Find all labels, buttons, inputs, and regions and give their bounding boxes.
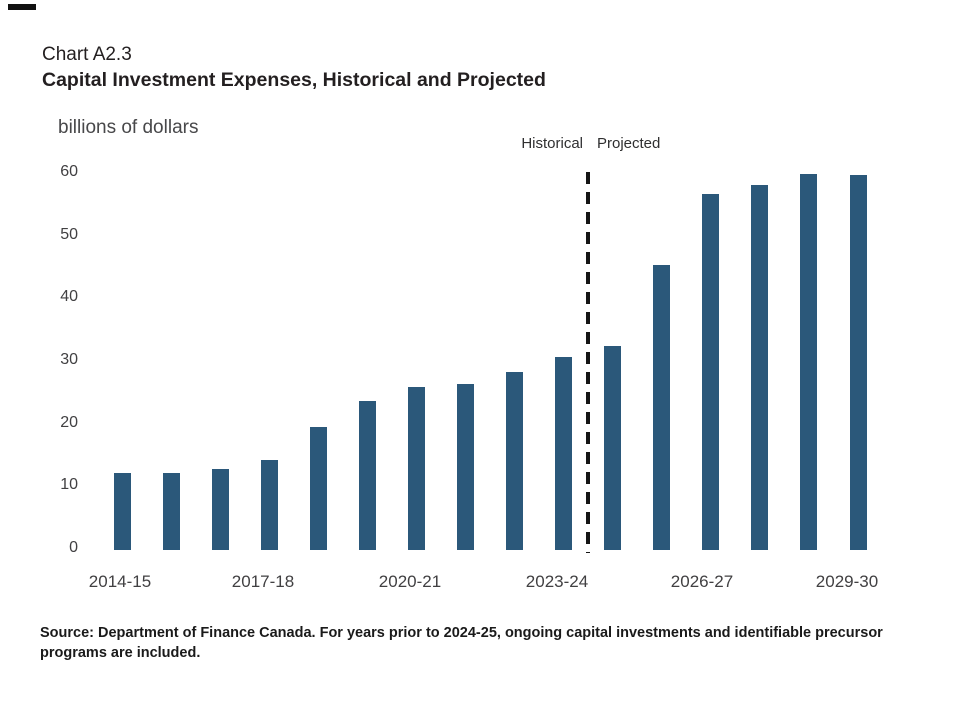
top-left-mark <box>8 4 36 10</box>
x-tick-label: 2014-15 <box>88 572 152 591</box>
y-axis-unit-label: billions of dollars <box>58 117 199 138</box>
bar <box>506 371 524 550</box>
bar <box>358 401 376 550</box>
x-tick-label: 2020-21 <box>378 572 442 591</box>
chart-title: Capital Investment Expenses, Historical … <box>42 69 546 91</box>
x-tick-label: 2026-27 <box>670 572 734 591</box>
source-note: Source: Department of Finance Canada. Fo… <box>40 625 883 661</box>
chart-number: Chart A2.3 <box>42 44 132 65</box>
bar <box>800 174 818 550</box>
bar <box>211 468 229 550</box>
x-tick-label: 2023-24 <box>525 572 589 591</box>
y-tick-label: 20 <box>60 413 78 431</box>
bar <box>653 264 671 550</box>
bar <box>849 174 867 550</box>
bar <box>113 473 131 550</box>
projected-region-label: Projected <box>597 135 661 152</box>
bar <box>456 384 474 550</box>
bar <box>260 460 278 550</box>
y-tick-label: 40 <box>60 288 78 306</box>
bar <box>309 427 327 550</box>
y-tick-label: 60 <box>60 162 78 180</box>
bar <box>555 357 573 550</box>
y-tick-label: 10 <box>60 476 78 494</box>
y-tick-label: 30 <box>60 350 78 368</box>
y-tick-label: 50 <box>60 225 78 243</box>
x-tick-label: 2029-30 <box>815 572 879 591</box>
y-tick-label: 0 <box>69 539 78 556</box>
bar <box>162 472 180 550</box>
x-tick-label: 2017-18 <box>231 572 295 591</box>
historical-region-label: Historical <box>521 135 583 152</box>
bar <box>702 193 720 550</box>
bar <box>407 386 425 550</box>
bar <box>751 184 769 550</box>
projection-divider-line <box>586 172 590 553</box>
bar <box>604 346 622 550</box>
